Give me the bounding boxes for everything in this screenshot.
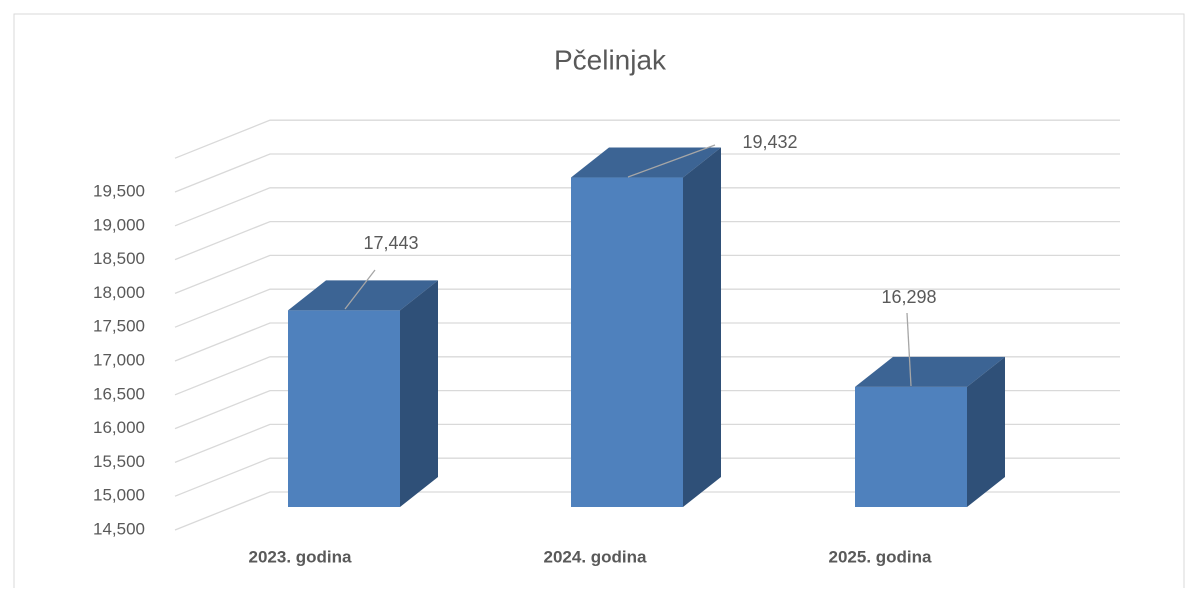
bar-top: [571, 147, 721, 178]
data-label: 17,443: [363, 233, 418, 253]
grid-line: [174, 254, 1120, 295]
leader-line: [906, 312, 912, 387]
leader-line: [344, 269, 376, 310]
y-tick-label: 16,000: [93, 418, 145, 437]
grid-line: [174, 457, 1120, 497]
y-tick-label: 18,000: [93, 283, 145, 302]
y-tick-label: 15,500: [93, 452, 145, 471]
leader-line: [627, 144, 716, 178]
bar-side: [400, 280, 438, 507]
x-tick-label: 2024. godina: [544, 547, 648, 566]
grid-line: [174, 322, 1120, 362]
bar-top: [288, 280, 438, 311]
grid-line: [174, 220, 1120, 261]
bar-side: [967, 356, 1005, 507]
grid-line: [174, 423, 1120, 464]
y-tick-label: 18,500: [93, 249, 145, 268]
back-wall-top: [174, 119, 1120, 159]
grid-line: [174, 491, 1120, 531]
y-tick-label: 14,500: [93, 519, 145, 538]
y-tick-label: 19,500: [93, 181, 145, 200]
bar-side: [683, 147, 721, 507]
grid-line: [174, 153, 1120, 193]
y-tick-label: 17,000: [93, 350, 145, 369]
x-tick-label: 2023. godina: [249, 547, 353, 566]
y-tick-label: 15,000: [93, 486, 145, 505]
bar: [571, 177, 683, 507]
grid-line: [174, 389, 1120, 430]
grid-line: [174, 356, 1120, 396]
data-label: 19,432: [742, 132, 797, 152]
bar-top: [855, 356, 1005, 387]
bar: [855, 386, 967, 507]
x-tick-label: 2025. godina: [829, 547, 933, 566]
grid-line: [174, 288, 1120, 328]
y-tick-label: 19,000: [93, 215, 145, 234]
grid-line: [174, 187, 1120, 227]
data-label: 16,298: [881, 287, 936, 307]
bar: [288, 310, 400, 507]
y-tick-label: 16,500: [93, 384, 145, 403]
chart-title: Pčelinjak: [554, 44, 667, 75]
y-tick-label: 17,500: [93, 317, 145, 336]
